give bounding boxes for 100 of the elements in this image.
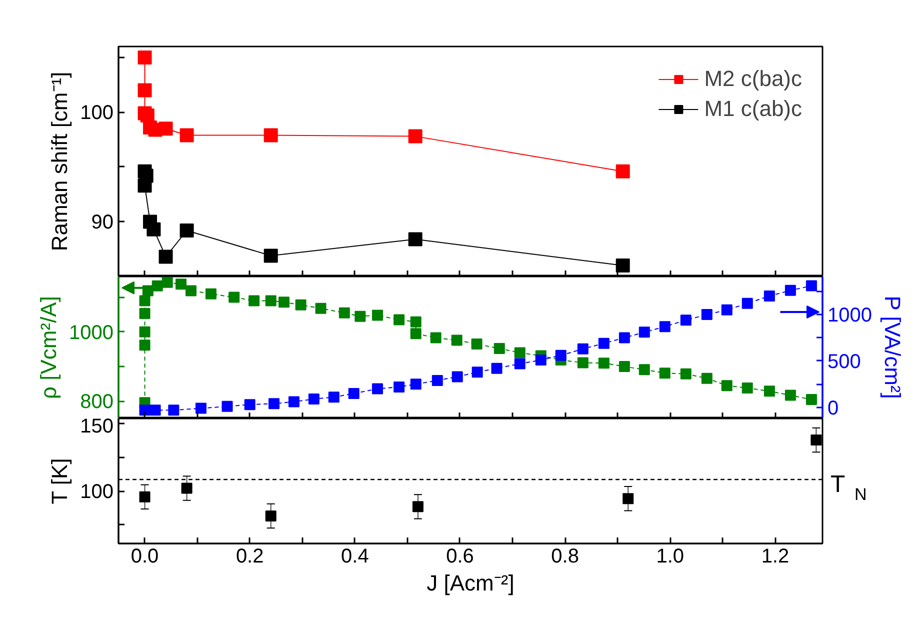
point [394,314,405,326]
point [764,386,775,397]
point [139,404,150,416]
y2-tick-label: 500 [828,350,861,373]
x-tick-label: 0.2 [236,546,264,568]
point [701,372,712,384]
point [180,128,194,142]
point [372,383,384,394]
point [784,284,796,296]
point [265,510,276,522]
point [408,129,422,144]
point [138,83,152,98]
y-axis-title: Raman shift [cm⁻¹] [47,72,72,252]
point [638,326,650,338]
point [186,285,196,296]
point [494,343,505,354]
point [408,232,422,246]
point [430,332,442,344]
point [680,368,692,380]
point [471,338,482,350]
point [742,382,753,394]
x-tick-label: 0.6 [446,546,474,568]
x-tick-label: 1.2 [761,546,790,568]
point [622,493,634,504]
point [680,314,692,326]
point [638,364,650,376]
y2-tick-label: 0 [828,397,839,420]
x-tick-label: 1.0 [656,546,684,568]
point [138,50,152,64]
point [354,310,366,322]
point [139,326,150,338]
point [315,302,326,314]
point [139,491,150,502]
point [146,222,161,236]
point [138,178,152,193]
point [410,328,422,340]
point [451,334,462,346]
x-axis-title: J [Acm⁻²] [426,570,514,596]
point [278,296,290,308]
point [162,276,173,288]
point [577,343,588,354]
point [158,122,173,136]
point [328,392,340,403]
point [410,378,422,390]
point [168,404,180,416]
y-tick-label: 100 [80,481,114,504]
point [659,321,670,332]
legend-label: M1 c(ab)c [704,96,802,122]
y-tick-label: 100 [80,102,114,124]
point [372,310,384,321]
point [742,298,753,309]
point [139,340,150,351]
y-axis-title: ρ [Vcm²/A] [36,296,62,399]
point [288,396,300,408]
point [195,402,206,414]
point [139,295,150,306]
x-tick-label: 0.4 [341,546,369,568]
point [222,400,233,412]
point [618,361,630,372]
y2-tick-label: 1000 [828,304,872,327]
legend-label: M2 c(ba)c [704,66,802,92]
point [432,374,443,386]
point [205,288,216,300]
point [721,380,732,392]
y-tick-label: 800 [80,391,114,414]
point [577,357,588,368]
point [410,316,422,328]
point [764,290,775,302]
point [514,347,526,358]
point [180,224,194,238]
point [176,278,187,290]
point [555,350,566,361]
point [348,388,360,399]
x-tick-label: 0.0 [130,546,159,568]
point [264,248,278,263]
point [295,299,306,310]
point [535,354,546,366]
point [150,404,161,416]
y-tick-label: 150 [80,416,114,438]
y-axis-title: T [K] [47,458,72,504]
point [412,501,424,512]
point [616,164,630,178]
y-tick-label: 90 [91,212,114,234]
point [491,362,502,374]
x-tick-label: 0.8 [551,546,579,568]
point [806,280,817,292]
point [701,309,712,320]
point [394,381,405,392]
point [472,366,483,378]
y2-axis-title: P [VA/cm²] [880,296,905,399]
point [598,358,610,369]
point [308,394,320,405]
point [618,332,630,344]
point [248,295,260,306]
point [338,307,350,318]
point [810,434,822,446]
point [721,304,732,316]
point [616,258,630,273]
point [514,358,526,370]
point [452,371,463,382]
